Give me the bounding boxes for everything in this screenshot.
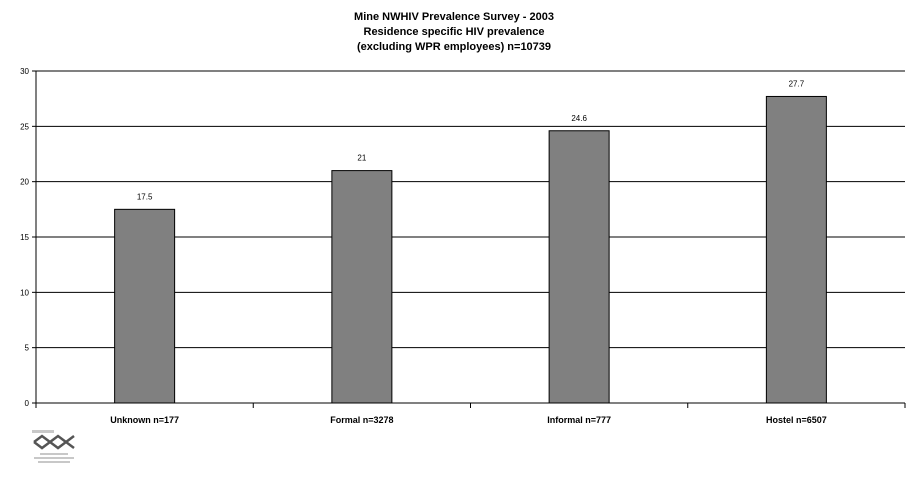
- y-tick-label: 0: [25, 399, 30, 408]
- bar: [331, 170, 393, 404]
- bars: 17.5 21 24.6 27.7: [114, 79, 827, 404]
- gridlines: [36, 70, 905, 349]
- category-label: Informal n=777: [547, 415, 611, 425]
- y-tick-label: 15: [20, 233, 29, 242]
- chart-title-line: Mine NWHIV Prevalence Survey - 2003: [354, 11, 554, 23]
- bar: [548, 130, 610, 404]
- category-label: Hostel n=6507: [766, 415, 827, 425]
- chart-title-line: (excluding WPR employees) n=10739: [357, 41, 551, 53]
- x-axis: Unknown n=177 Formal n=3278 Informal n=777…: [35, 402, 906, 425]
- aids-management-support-logo: [30, 428, 90, 472]
- bar: [114, 208, 176, 404]
- category-label: Formal n=3278: [330, 415, 393, 425]
- category-label: Unknown n=177: [110, 415, 179, 425]
- data-label: 24.6: [571, 114, 587, 123]
- data-label: 27.7: [789, 79, 805, 88]
- chart-title: Mine NWHIV Prevalence Survey - 2003 Resid…: [354, 11, 554, 53]
- y-tick-label: 30: [20, 67, 29, 76]
- bar: [765, 95, 827, 404]
- chart-title-line: Residence specific HIV prevalence: [364, 26, 545, 38]
- y-tick-label: 25: [20, 122, 29, 131]
- data-label: 21: [357, 154, 366, 163]
- y-tick-label: 5: [25, 344, 30, 353]
- y-axis: 0 5 10 15 20 25 30: [20, 67, 37, 408]
- y-tick-label: 10: [20, 288, 29, 297]
- y-tick-label: 20: [20, 178, 29, 187]
- data-label: 17.5: [137, 192, 153, 201]
